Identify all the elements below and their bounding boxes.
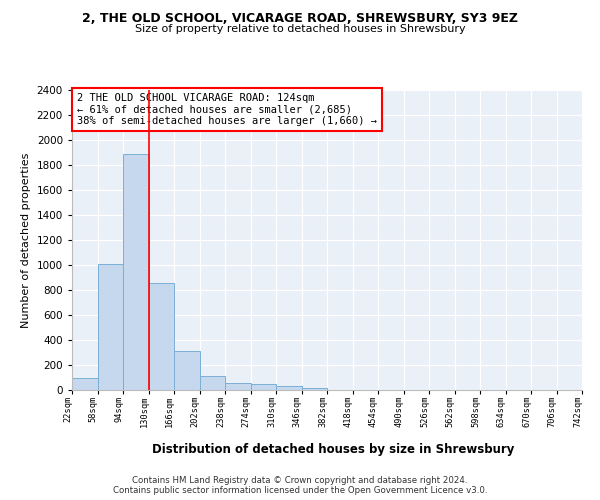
Bar <box>276 386 302 390</box>
Bar <box>97 264 123 390</box>
Text: 2 THE OLD SCHOOL VICARAGE ROAD: 124sqm
← 61% of detached houses are smaller (2,6: 2 THE OLD SCHOOL VICARAGE ROAD: 124sqm ←… <box>77 93 377 126</box>
Text: Size of property relative to detached houses in Shrewsbury: Size of property relative to detached ho… <box>134 24 466 34</box>
Bar <box>149 282 174 390</box>
Text: Distribution of detached houses by size in Shrewsbury: Distribution of detached houses by size … <box>152 442 514 456</box>
Bar <box>302 388 327 390</box>
Text: 2, THE OLD SCHOOL, VICARAGE ROAD, SHREWSBURY, SY3 9EZ: 2, THE OLD SCHOOL, VICARAGE ROAD, SHREWS… <box>82 12 518 26</box>
Bar <box>251 384 276 390</box>
Text: Contains HM Land Registry data © Crown copyright and database right 2024.
Contai: Contains HM Land Registry data © Crown c… <box>113 476 487 495</box>
Bar <box>199 376 225 390</box>
Bar <box>225 382 251 390</box>
Bar <box>123 154 149 390</box>
Bar <box>174 350 199 390</box>
Bar <box>72 378 97 390</box>
Y-axis label: Number of detached properties: Number of detached properties <box>21 152 31 328</box>
